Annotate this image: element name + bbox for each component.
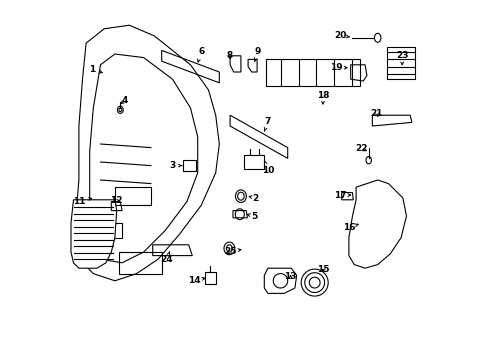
Text: 6: 6 [197, 47, 204, 62]
Text: 3: 3 [169, 161, 182, 170]
Text: 17: 17 [333, 191, 350, 199]
Text: 25: 25 [224, 247, 241, 256]
Text: 11: 11 [73, 197, 91, 206]
Text: 8: 8 [226, 51, 232, 60]
Polygon shape [348, 180, 406, 268]
Text: 2: 2 [248, 194, 258, 202]
Text: 10: 10 [261, 160, 274, 175]
Text: 12: 12 [110, 196, 122, 205]
Text: 20: 20 [333, 31, 348, 40]
Text: 15: 15 [316, 265, 328, 274]
Polygon shape [75, 25, 219, 281]
Text: 1: 1 [89, 65, 102, 74]
Text: 9: 9 [254, 47, 261, 61]
Text: 22: 22 [355, 144, 367, 153]
Text: 18: 18 [316, 91, 328, 104]
Text: 5: 5 [247, 212, 257, 220]
Polygon shape [264, 268, 296, 293]
Text: 14: 14 [187, 276, 204, 285]
Text: 4: 4 [121, 96, 127, 105]
Text: 7: 7 [264, 117, 270, 131]
Text: 16: 16 [342, 223, 358, 232]
Text: 24: 24 [160, 252, 172, 264]
Text: 19: 19 [329, 63, 346, 72]
Text: 13: 13 [284, 272, 296, 281]
Text: 21: 21 [370, 109, 383, 118]
Polygon shape [71, 200, 117, 268]
Text: 23: 23 [395, 51, 407, 65]
Polygon shape [386, 47, 415, 79]
Polygon shape [265, 59, 359, 86]
